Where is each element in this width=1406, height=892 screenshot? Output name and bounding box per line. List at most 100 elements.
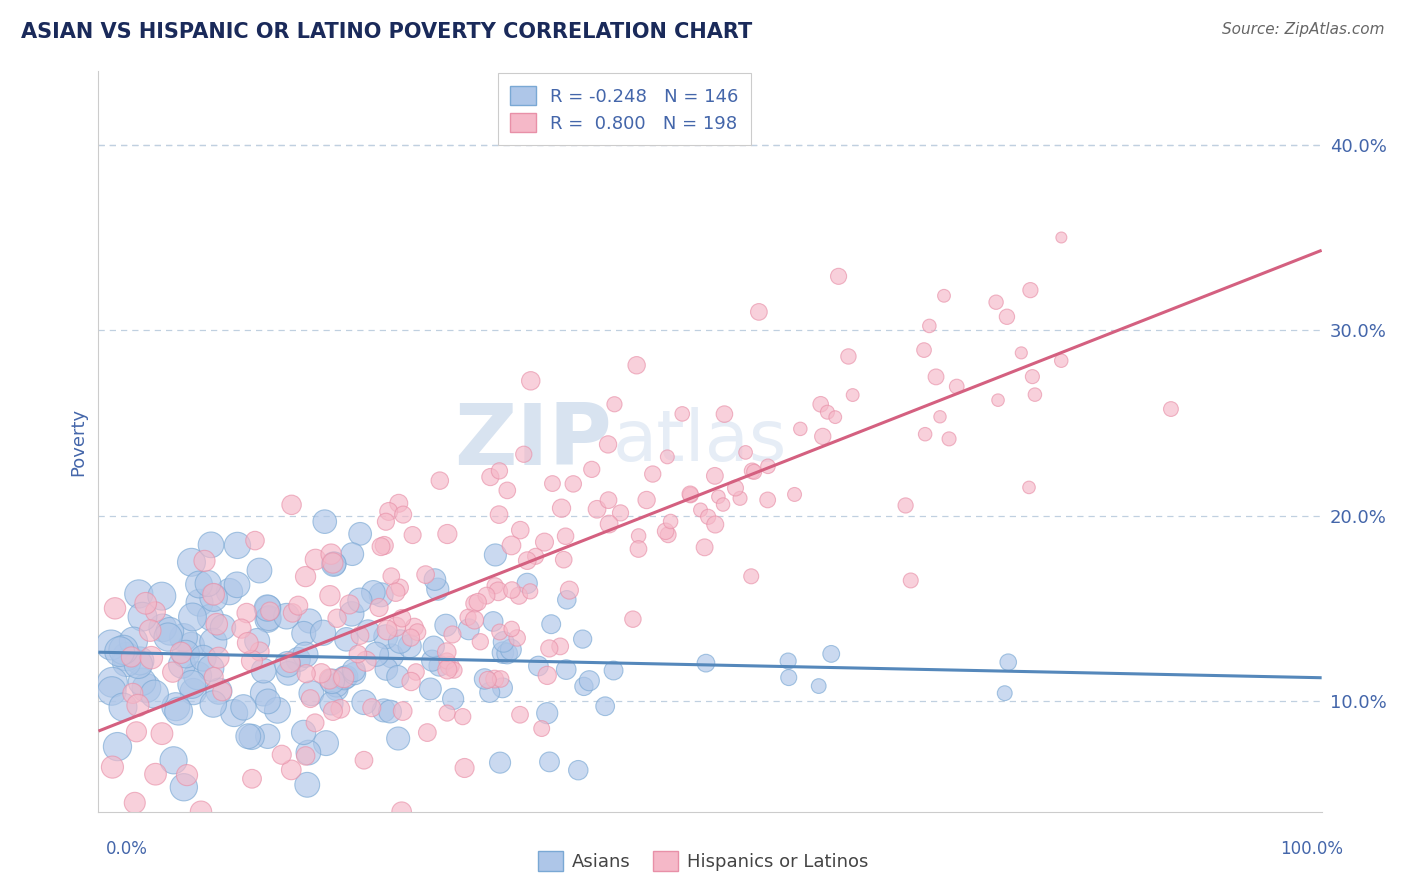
- Point: [824, 410, 846, 425]
- Point: [603, 397, 626, 411]
- Point: [236, 636, 259, 650]
- Point: [609, 506, 631, 520]
- Point: [257, 694, 280, 708]
- Point: [180, 555, 202, 569]
- Point: [391, 805, 413, 819]
- Point: [202, 587, 225, 601]
- Point: [724, 481, 747, 495]
- Point: [789, 422, 811, 436]
- Point: [453, 761, 475, 775]
- Point: [325, 678, 347, 692]
- Point: [470, 634, 492, 648]
- Point: [482, 615, 505, 629]
- Point: [478, 685, 501, 699]
- Point: [292, 626, 315, 640]
- Point: [297, 778, 319, 792]
- Point: [295, 666, 318, 681]
- Point: [170, 646, 193, 660]
- Point: [1050, 353, 1073, 368]
- Point: [385, 620, 408, 634]
- Point: [357, 624, 380, 638]
- Point: [1160, 402, 1182, 417]
- Point: [419, 681, 441, 696]
- Point: [486, 584, 509, 599]
- Point: [120, 650, 142, 665]
- Point: [188, 596, 211, 610]
- Point: [127, 657, 149, 672]
- Point: [900, 574, 922, 588]
- Point: [298, 614, 321, 628]
- Point: [945, 379, 967, 393]
- Y-axis label: Poverty: Poverty: [69, 408, 87, 475]
- Point: [657, 450, 679, 464]
- Point: [489, 672, 512, 686]
- Point: [550, 501, 572, 516]
- Point: [294, 569, 316, 583]
- Point: [443, 663, 465, 677]
- Point: [224, 706, 246, 720]
- Point: [925, 370, 948, 384]
- Point: [555, 663, 578, 677]
- Point: [321, 674, 343, 689]
- Point: [135, 596, 157, 610]
- Point: [101, 760, 124, 774]
- Point: [464, 597, 486, 611]
- Point: [240, 730, 263, 744]
- Point: [277, 666, 299, 681]
- Point: [636, 493, 658, 508]
- Point: [181, 610, 204, 624]
- Point: [162, 753, 184, 767]
- Point: [304, 715, 326, 730]
- Point: [181, 684, 204, 698]
- Point: [157, 630, 180, 644]
- Point: [1024, 387, 1046, 401]
- Point: [141, 650, 163, 665]
- Point: [501, 582, 523, 597]
- Point: [679, 487, 702, 501]
- Point: [299, 691, 322, 706]
- Point: [124, 796, 146, 810]
- Point: [252, 664, 274, 678]
- Point: [266, 703, 288, 717]
- Point: [728, 491, 751, 506]
- Point: [1050, 230, 1073, 244]
- Point: [257, 611, 280, 625]
- Point: [540, 617, 562, 632]
- Point: [434, 618, 457, 632]
- Point: [335, 632, 357, 647]
- Point: [530, 722, 553, 736]
- Point: [311, 666, 333, 681]
- Point: [401, 528, 423, 542]
- Point: [463, 613, 485, 627]
- Point: [270, 747, 292, 762]
- Point: [399, 674, 422, 689]
- Point: [322, 704, 344, 718]
- Point: [704, 517, 727, 532]
- Point: [315, 736, 337, 750]
- Point: [173, 780, 195, 795]
- Point: [342, 547, 364, 561]
- Point: [202, 635, 225, 649]
- Point: [165, 699, 187, 714]
- Point: [918, 318, 941, 333]
- Point: [489, 756, 512, 770]
- Point: [596, 437, 619, 451]
- Point: [287, 599, 309, 613]
- Point: [343, 666, 366, 681]
- Point: [894, 499, 917, 513]
- Point: [257, 601, 280, 615]
- Point: [370, 540, 392, 554]
- Point: [496, 647, 519, 661]
- Point: [807, 679, 830, 693]
- Point: [336, 670, 359, 684]
- Point: [343, 663, 366, 677]
- Point: [349, 593, 371, 607]
- Point: [783, 487, 806, 501]
- Point: [929, 409, 952, 424]
- Point: [190, 805, 212, 819]
- Point: [995, 310, 1018, 324]
- Point: [689, 503, 711, 517]
- Point: [420, 654, 443, 668]
- Point: [536, 706, 558, 721]
- Point: [391, 704, 413, 718]
